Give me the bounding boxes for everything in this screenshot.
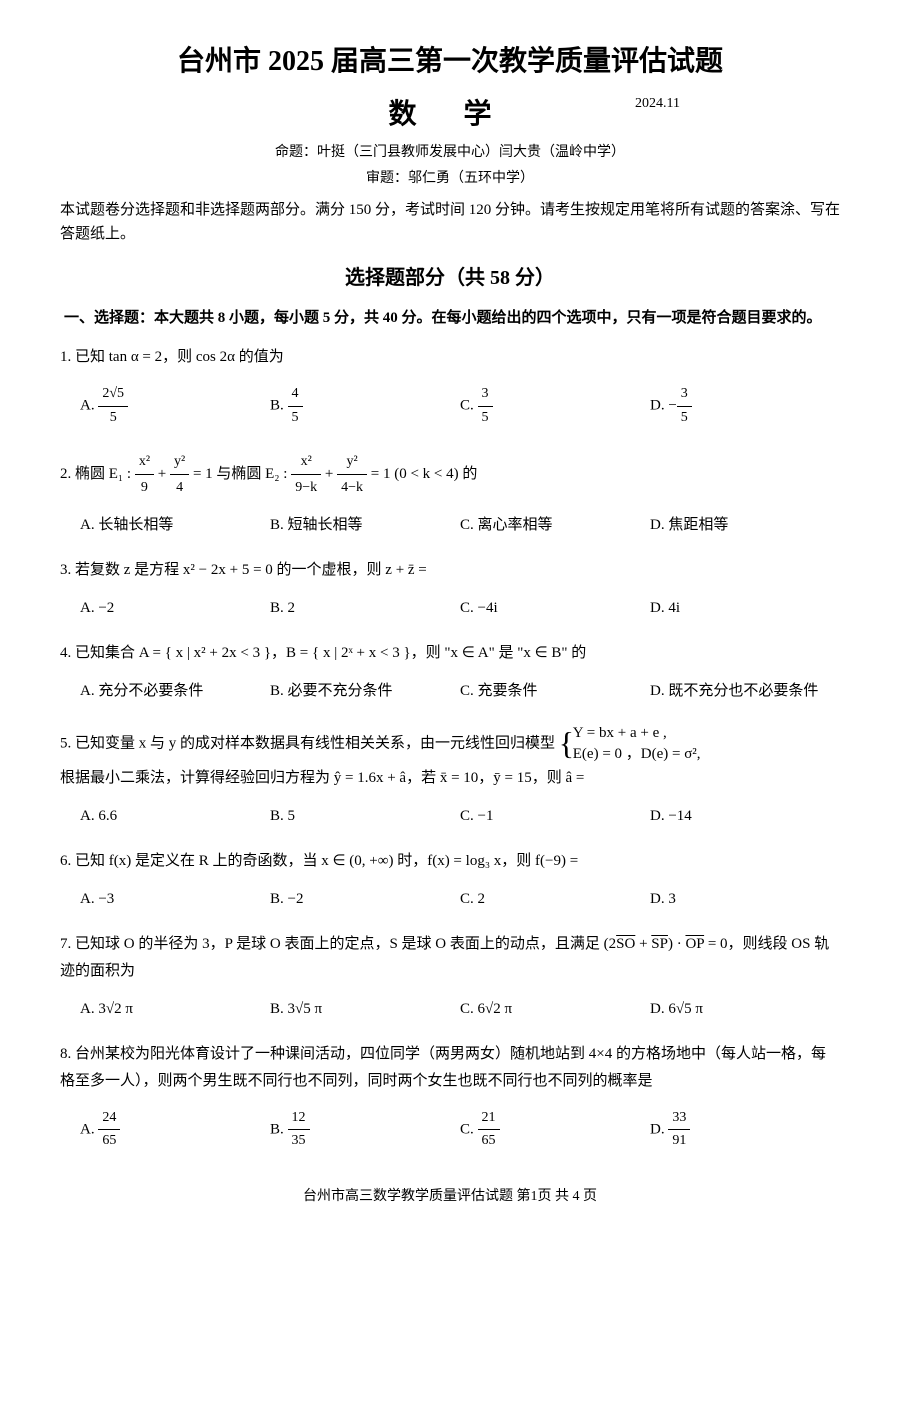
- q1-option-c: C. 35: [460, 379, 650, 433]
- question-1-options: A. 2√55 B. 45 C. 35 D. −35: [80, 379, 840, 433]
- instructions: 本试题卷分选择题和非选择题两部分。满分 150 分，考试时间 120 分钟。请考…: [60, 198, 840, 246]
- date-label: 2024.11: [635, 93, 680, 115]
- question-7-options: A. 3√2 π B. 3√5 π C. 6√2 π D. 6√5 π: [80, 993, 840, 1025]
- page-footer: 台州市高三数学教学质量评估试题 第1页 共 4 页: [60, 1186, 840, 1208]
- credits-line-1: 命题：叶挺（三门县教师发展中心）闫大贵（温岭中学）: [60, 142, 840, 164]
- question-8-options: A. 2465 B. 1235 C. 2165 D. 3391: [80, 1103, 840, 1157]
- q4-option-c: C. 充要条件: [460, 675, 650, 707]
- q8-option-d: D. 3391: [650, 1103, 840, 1157]
- q5-option-d: D. −14: [650, 800, 840, 832]
- question-3-options: A. −2 B. 2 C. −4i D. 4i: [80, 592, 840, 624]
- question-6: 6. 已知 f(x) 是定义在 R 上的奇函数，当 x ∈ (0, +∞) 时，…: [60, 848, 840, 875]
- question-8: 8. 台州某校为阳光体育设计了一种课间活动，四位同学（两男两女）随机地站到 4×…: [60, 1041, 840, 1095]
- q8-option-b: B. 1235: [270, 1103, 460, 1157]
- q2-option-b: B. 短轴长相等: [270, 509, 460, 541]
- q6-option-b: B. −2: [270, 883, 460, 915]
- question-3: 3. 若复数 z 是方程 x² − 2x + 5 = 0 的一个虚根，则 z +…: [60, 557, 840, 584]
- q4-option-b: B. 必要不充分条件: [270, 675, 460, 707]
- q5-option-a: A. 6.6: [80, 800, 270, 832]
- q1-option-d: D. −35: [650, 379, 840, 433]
- q5-option-b: B. 5: [270, 800, 460, 832]
- section-desc: 一、选择题：本大题共 8 小题，每小题 5 分，共 40 分。在每小题给出的四个…: [80, 306, 840, 330]
- q2-option-a: A. 长轴长相等: [80, 509, 270, 541]
- q7-option-a: A. 3√2 π: [80, 993, 270, 1025]
- q4-option-d: D. 既不充分也不必要条件: [650, 675, 840, 707]
- credits-line-2: 审题：邬仁勇（五环中学）: [60, 168, 840, 190]
- q7-option-d: D. 6√5 π: [650, 993, 840, 1025]
- q7-option-b: B. 3√5 π: [270, 993, 460, 1025]
- q3-option-d: D. 4i: [650, 592, 840, 624]
- q7-option-c: C. 6√2 π: [460, 993, 650, 1025]
- q6-option-c: C. 2: [460, 883, 650, 915]
- q1-option-a: A. 2√55: [80, 379, 270, 433]
- question-2-options: A. 长轴长相等 B. 短轴长相等 C. 离心率相等 D. 焦距相等: [80, 509, 840, 541]
- q8-option-a: A. 2465: [80, 1103, 270, 1157]
- q1-option-b: B. 45: [270, 379, 460, 433]
- q2-option-d: D. 焦距相等: [650, 509, 840, 541]
- question-5-options: A. 6.6 B. 5 C. −1 D. −14: [80, 800, 840, 832]
- q8-option-c: C. 2165: [460, 1103, 650, 1157]
- question-6-options: A. −3 B. −2 C. 2 D. 3: [80, 883, 840, 915]
- q3-option-b: B. 2: [270, 592, 460, 624]
- q4-option-a: A. 充分不必要条件: [80, 675, 270, 707]
- title-sub: 数 学 2024.11: [60, 93, 840, 138]
- q5-option-c: C. −1: [460, 800, 650, 832]
- question-5: 5. 已知变量 x 与 y 的成对样本数据具有线性相关关系，由一元线性回归模型 …: [60, 723, 840, 792]
- q6-option-d: D. 3: [650, 883, 840, 915]
- subject-label: 数 学: [388, 99, 511, 130]
- q6-option-a: A. −3: [80, 883, 270, 915]
- question-7: 7. 已知球 O 的半径为 3，P 是球 O 表面上的定点，S 是球 O 表面上…: [60, 931, 840, 985]
- question-2: 2. 椭圆 E₁ : x²9 + y²4 = 1 与椭圆 E₂ : x²9−k …: [60, 449, 840, 500]
- q3-option-c: C. −4i: [460, 592, 650, 624]
- question-4-options: A. 充分不必要条件 B. 必要不充分条件 C. 充要条件 D. 既不充分也不必…: [80, 675, 840, 707]
- section-title: 选择题部分（共 58 分）: [60, 262, 840, 294]
- title-main: 台州市 2025 届高三第一次教学质量评估试题: [60, 40, 840, 85]
- question-1: 1. 已知 tan α = 2，则 cos 2α 的值为: [60, 344, 840, 371]
- q3-option-a: A. −2: [80, 592, 270, 624]
- question-4: 4. 已知集合 A = { x | x² + 2x < 3 }，B = { x …: [60, 640, 840, 667]
- q2-option-c: C. 离心率相等: [460, 509, 650, 541]
